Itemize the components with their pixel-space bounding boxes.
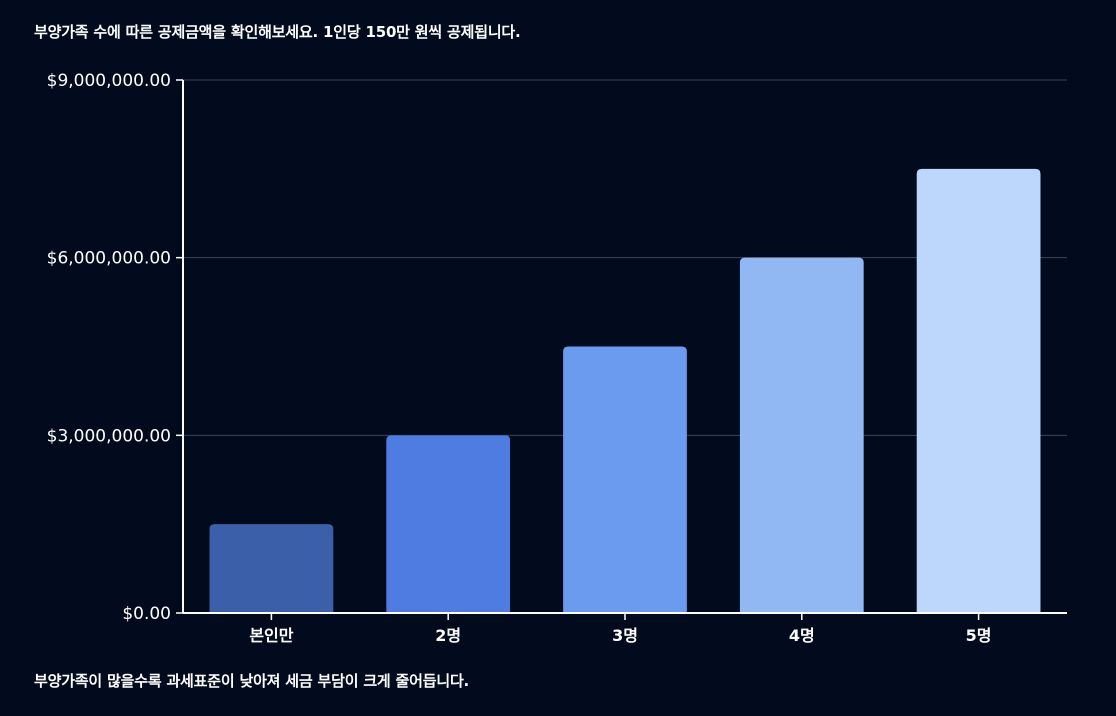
y-tick-label: $6,000,000.00 (47, 249, 171, 269)
bars (209, 168, 1041, 614)
x-tick-label: 5명 (966, 626, 992, 645)
chart-footnote: 부양가족이 많을수록 과세표준이 낮아져 세금 부담이 크게 줄어듭니다. (34, 672, 470, 690)
axes (176, 79, 1067, 620)
x-tick-label: 본인만 (249, 626, 293, 645)
x-tick-label: 3명 (612, 626, 638, 645)
y-tick-label: $0.00 (122, 604, 171, 624)
x-tick-label: 2명 (435, 626, 461, 645)
bar (739, 257, 864, 613)
bar (209, 524, 334, 613)
y-tick-label: $9,000,000.00 (47, 71, 171, 91)
bar (386, 435, 511, 613)
bar (916, 168, 1041, 614)
y-tick-label: $3,000,000.00 (47, 426, 171, 446)
bar (563, 346, 687, 613)
chart-description: 부양가족 수에 따른 공제금액을 확인해보세요. 1인당 150만 원씩 공제됩… (34, 23, 521, 41)
tick-labels: $0.00 $3,000,000.00 $6,000,000.00 $9,000,00… (47, 71, 992, 645)
x-tick-label: 4명 (789, 626, 815, 645)
